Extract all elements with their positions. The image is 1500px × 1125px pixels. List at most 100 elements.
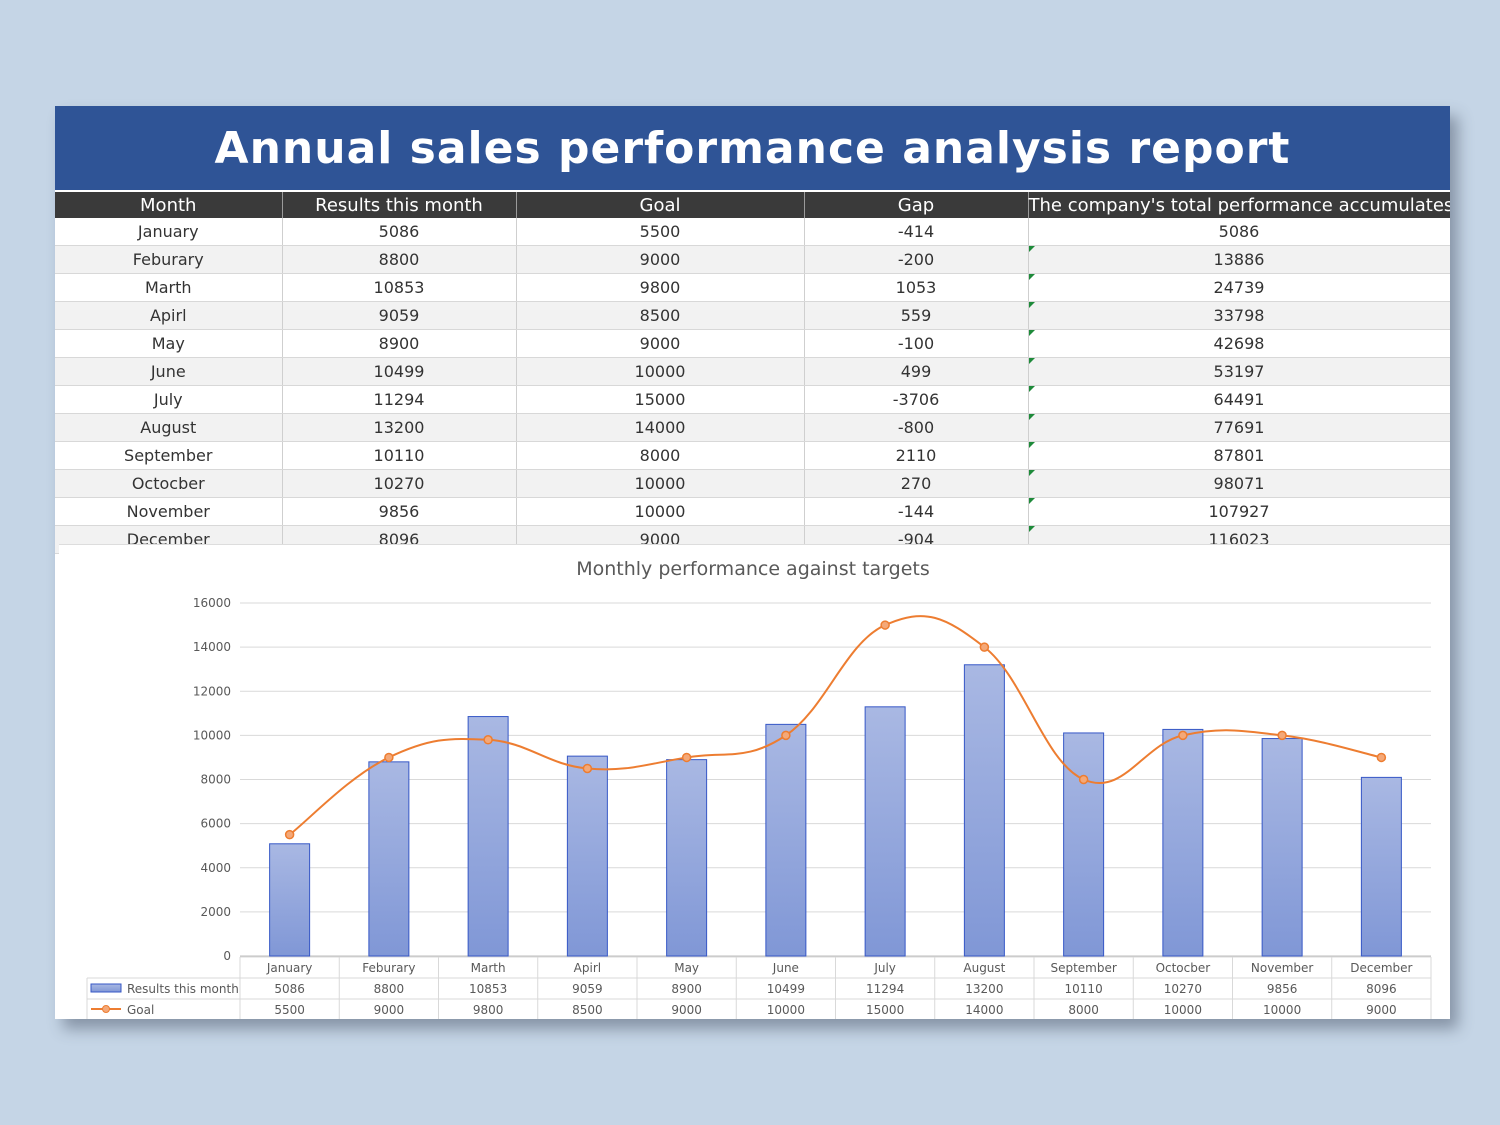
- cell-accumulated[interactable]: 24739: [1028, 273, 1450, 302]
- cell-goal[interactable]: 10000: [516, 469, 805, 498]
- cell-accumulated[interactable]: 77691: [1028, 413, 1450, 442]
- cell-gap[interactable]: -100: [804, 329, 1029, 358]
- table-header-row: Month Results this month Goal Gap The co…: [55, 192, 1450, 218]
- bar-5[interactable]: [765, 723, 807, 957]
- header-results[interactable]: Results this month: [282, 192, 517, 218]
- cell-gap[interactable]: -800: [804, 413, 1029, 442]
- cell-accumulated[interactable]: 87801: [1028, 441, 1450, 470]
- bar-0[interactable]: [269, 843, 311, 957]
- cell-results[interactable]: 13200: [282, 413, 517, 442]
- cell-results[interactable]: 8800: [282, 245, 517, 274]
- cell-results[interactable]: 5086: [282, 218, 517, 246]
- cell-goal[interactable]: 9000: [516, 329, 805, 358]
- header-month[interactable]: Month: [55, 192, 283, 218]
- cell-goal[interactable]: 9800: [516, 273, 805, 302]
- bar-9[interactable]: [1162, 728, 1204, 957]
- chart-area[interactable]: Monthly performance against targets 0 200…: [59, 544, 1450, 1019]
- cell-accumulated[interactable]: 98071: [1028, 469, 1450, 498]
- goal-point-8[interactable]: [1078, 774, 1089, 785]
- cell-gap[interactable]: 499: [804, 357, 1029, 386]
- cell-month[interactable]: November: [55, 497, 283, 526]
- cell-gap[interactable]: -414: [804, 218, 1029, 246]
- table-row[interactable]: November 9856 10000 -144 107927: [55, 497, 1450, 526]
- table-row[interactable]: Apirl 9059 8500 559 33798: [55, 301, 1450, 330]
- cell-goal[interactable]: 8000: [516, 441, 805, 470]
- goal-point-7[interactable]: [979, 642, 990, 652]
- cell-results[interactable]: 8900: [282, 329, 517, 358]
- header-accumulated[interactable]: The company's total performance accumula…: [1028, 192, 1450, 218]
- cell-results[interactable]: 10499: [282, 357, 517, 386]
- cell-goal[interactable]: 10000: [516, 357, 805, 386]
- cell-results[interactable]: 10110: [282, 441, 517, 470]
- goal-point-3[interactable]: [582, 763, 593, 774]
- cell-accumulated[interactable]: 5086: [1028, 218, 1450, 246]
- bar-10[interactable]: [1261, 738, 1303, 957]
- bar-6[interactable]: [864, 706, 906, 957]
- goal-point-5[interactable]: [781, 730, 791, 741]
- bar-11[interactable]: [1360, 776, 1402, 957]
- goal-point-1[interactable]: [384, 752, 394, 763]
- bar-1[interactable]: [368, 761, 410, 957]
- bar-4[interactable]: [666, 759, 708, 957]
- bar-8[interactable]: [1063, 732, 1105, 957]
- cell-results[interactable]: 10853: [282, 273, 517, 302]
- cell-gap[interactable]: 270: [804, 469, 1029, 498]
- cell-goal[interactable]: 8500: [516, 301, 805, 330]
- cell-month[interactable]: August: [55, 413, 283, 442]
- goal-line[interactable]: [289, 615, 1382, 836]
- table-row[interactable]: May 8900 9000 -100 42698: [55, 329, 1450, 358]
- cell-results[interactable]: 11294: [282, 385, 517, 414]
- cell-month[interactable]: January: [55, 218, 283, 246]
- table-row[interactable]: June 10499 10000 499 53197: [55, 357, 1450, 386]
- cell-month[interactable]: Apirl: [55, 301, 283, 330]
- cell-gap[interactable]: 2110: [804, 441, 1029, 470]
- cell-gap[interactable]: -144: [804, 497, 1029, 526]
- bar-2[interactable]: [467, 716, 509, 957]
- header-goal[interactable]: Goal: [516, 192, 805, 218]
- cell-accumulated[interactable]: 64491: [1028, 385, 1450, 414]
- table-row[interactable]: August 13200 14000 -800 77691: [55, 413, 1450, 442]
- goal-point-11[interactable]: [1376, 752, 1387, 763]
- cell-gap[interactable]: -200: [804, 245, 1029, 274]
- goal-point-2[interactable]: [483, 735, 493, 745]
- cell-accumulated[interactable]: 33798: [1028, 301, 1450, 330]
- table-row[interactable]: Marth 10853 9800 1053 24739: [55, 273, 1450, 302]
- cell-results[interactable]: 9059: [282, 301, 517, 330]
- table-row[interactable]: January 5086 5500 -414 5086: [55, 218, 1450, 246]
- dt-goal-value: 9800: [473, 1003, 504, 1017]
- cell-gap[interactable]: 1053: [804, 273, 1029, 302]
- cell-goal[interactable]: 10000: [516, 497, 805, 526]
- cell-month[interactable]: Feburary: [55, 245, 283, 274]
- cell-accumulated[interactable]: 107927: [1028, 497, 1450, 526]
- cell-month[interactable]: Octocber: [55, 469, 283, 498]
- goal-point-10[interactable]: [1277, 730, 1287, 741]
- cell-goal[interactable]: 14000: [516, 413, 805, 442]
- bar-7[interactable]: [963, 664, 1005, 957]
- cell-month[interactable]: June: [55, 357, 283, 386]
- header-gap[interactable]: Gap: [804, 192, 1029, 218]
- cell-month[interactable]: September: [55, 441, 283, 470]
- table-row[interactable]: Feburary 8800 9000 -200 13886: [55, 245, 1450, 274]
- goal-point-6[interactable]: [880, 620, 890, 630]
- cell-month[interactable]: May: [55, 329, 283, 358]
- cell-accumulated[interactable]: 13886: [1028, 245, 1450, 274]
- cell-results[interactable]: 10270: [282, 469, 517, 498]
- cell-accumulated[interactable]: 42698: [1028, 329, 1450, 358]
- cell-month[interactable]: July: [55, 385, 283, 414]
- goal-point-9[interactable]: [1178, 730, 1188, 741]
- cell-gap[interactable]: -3706: [804, 385, 1029, 414]
- table-row[interactable]: July 11294 15000 -3706 64491: [55, 385, 1450, 414]
- cell-results[interactable]: 9856: [282, 497, 517, 526]
- cell-gap[interactable]: 559: [804, 301, 1029, 330]
- dt-goal-value: 9000: [374, 1003, 405, 1017]
- cell-accumulated[interactable]: 53197: [1028, 357, 1450, 386]
- bar-3[interactable]: [566, 755, 608, 957]
- cell-goal[interactable]: 9000: [516, 245, 805, 274]
- goal-point-4[interactable]: [681, 752, 692, 763]
- table-row[interactable]: Octocber 10270 10000 270 98071: [55, 469, 1450, 498]
- goal-point-0[interactable]: [284, 829, 295, 840]
- table-row[interactable]: September 10110 8000 2110 87801: [55, 441, 1450, 470]
- cell-goal[interactable]: 15000: [516, 385, 805, 414]
- cell-goal[interactable]: 5500: [516, 218, 805, 246]
- cell-month[interactable]: Marth: [55, 273, 283, 302]
